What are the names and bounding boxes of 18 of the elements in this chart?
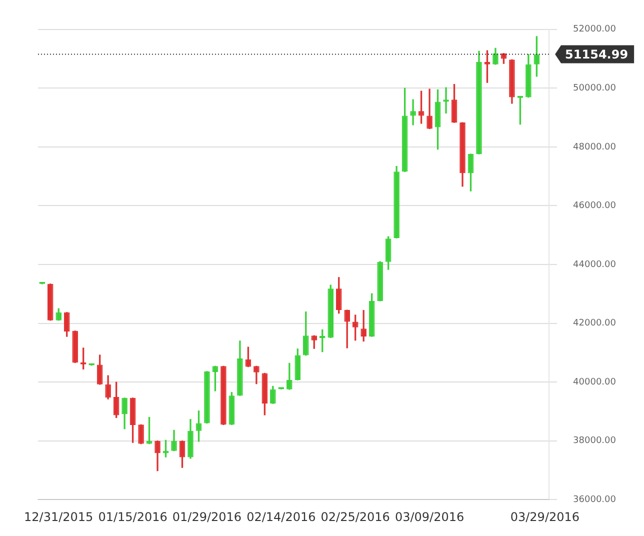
y-tick-label: 42000.00 <box>573 318 616 329</box>
y-tick-label: 48000.00 <box>573 142 616 152</box>
x-tick-label: 03/29/2016 <box>510 510 580 524</box>
x-tick-label: 12/31/2015 <box>24 510 94 524</box>
x-tick-label: 03/09/2016 <box>394 510 464 524</box>
x-tick-label: 02/25/2016 <box>320 510 390 524</box>
x-tick-label: 01/29/2016 <box>172 510 242 524</box>
y-tick-label: 40000.00 <box>573 377 616 388</box>
y-tick-label: 46000.00 <box>573 201 616 212</box>
y-tick-label: 36000.00 <box>573 494 616 505</box>
x-tick-label: 01/15/2016 <box>98 510 168 524</box>
candlestick <box>410 99 416 126</box>
y-tick-label: 50000.00 <box>573 84 616 94</box>
y-tick-label: 38000.00 <box>573 436 616 446</box>
ref-line-label: 51154.99 <box>565 47 628 62</box>
x-tick-label: 02/14/2016 <box>246 510 316 524</box>
y-tick-label: 44000.00 <box>573 260 616 270</box>
y-tick-label: 52000.00 <box>573 24 616 35</box>
